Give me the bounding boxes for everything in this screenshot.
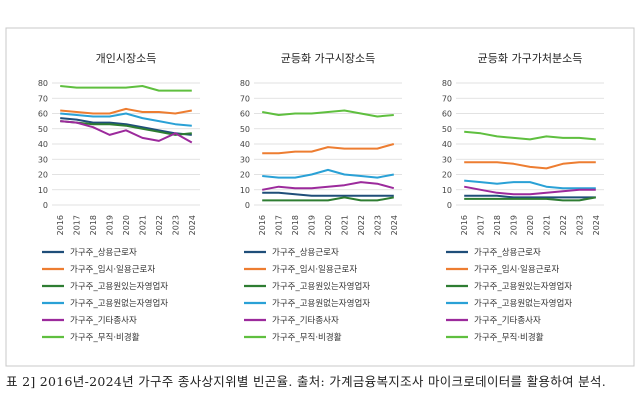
- series-line: [464, 130, 596, 141]
- y-tick-label: 50: [442, 125, 452, 134]
- y-tick-label: 30: [240, 155, 250, 164]
- series-line: [60, 85, 192, 92]
- series-line: [60, 120, 193, 144]
- x-tick-label: 2020: [324, 215, 333, 235]
- x-tick-label: 2021: [542, 215, 551, 235]
- y-tick-label: 30: [442, 155, 452, 164]
- chart-panel-3: 균등화 가구가처분소득 0 10 20 30 40 50 60 70 80 2016 2017 2018…: [442, 52, 604, 343]
- series-line: [464, 185, 596, 196]
- legend-label: 가구주_기타종사자: [70, 316, 137, 326]
- x-tick-label: 2018: [89, 215, 98, 235]
- y-tick-label: 10: [442, 186, 452, 195]
- legend-label: 가구주_무직·비경활: [70, 332, 140, 343]
- chart-panels: 개인시장소득 0 10 20 30 40 50 60 70 80 2016 2017 2018 2019 2…: [38, 52, 604, 343]
- x-tick-label: 2023: [373, 215, 382, 235]
- series-line: [262, 196, 394, 202]
- series-line: [464, 194, 596, 199]
- x-tick-label: 2018: [493, 215, 502, 235]
- x-tick-label: 2017: [73, 215, 82, 235]
- series-line: [262, 143, 395, 155]
- y-tick-label: 10: [240, 186, 250, 195]
- y-tick-label: 80: [240, 79, 250, 88]
- x-tick-label: 2022: [155, 215, 164, 235]
- series-line: [60, 112, 192, 127]
- x-tick-label: 2021: [138, 215, 147, 235]
- x-tick-label: 2017: [275, 215, 284, 235]
- y-tick-label: 60: [442, 110, 452, 119]
- x-tick-label: 2019: [510, 215, 519, 235]
- legend-label: 가구주_무직·비경활: [474, 332, 544, 343]
- series-line: [464, 161, 596, 170]
- y-tick-label: 0: [43, 201, 48, 210]
- y-tick-label: 40: [442, 140, 452, 149]
- x-tick-label: 2022: [559, 215, 568, 235]
- x-tick-label: 2016: [258, 215, 267, 235]
- series-line: [262, 181, 395, 191]
- figure-caption: 표 2] 2016년-2024년 가구주 종사상지위별 빈곤율. 출처: 가계금…: [6, 374, 606, 389]
- legend-label: 가구주_기타종사자: [272, 316, 339, 326]
- legend-label: 가구주_임시·일용근로자: [272, 264, 357, 275]
- series-line: [60, 107, 192, 115]
- x-tick-label: 2018: [291, 215, 300, 235]
- series-line: [262, 109, 394, 118]
- y-tick-label: 80: [442, 79, 452, 88]
- legend-label: 가구주_고용원있는자영업자: [474, 281, 572, 292]
- y-tick-label: 10: [38, 186, 48, 195]
- legend-label: 가구주_무직·비경활: [272, 332, 342, 343]
- x-tick-label: 2016: [56, 215, 65, 235]
- y-tick-label: 60: [240, 110, 250, 119]
- y-tick-label: 0: [447, 201, 452, 210]
- x-tick-label: 2020: [122, 215, 131, 235]
- x-tick-label: 2023: [171, 215, 180, 235]
- y-tick-label: 70: [38, 94, 48, 103]
- chart-title: 균등화 가구가처분소득: [478, 52, 583, 65]
- chart-title: 개인시장소득: [96, 52, 157, 65]
- y-tick-label: 30: [38, 155, 48, 164]
- legend-label: 가구주_기타종사자: [474, 316, 541, 326]
- y-tick-label: 40: [240, 140, 250, 149]
- y-tick-label: 20: [38, 171, 48, 180]
- legend-label: 가구주_상용근로자: [70, 247, 137, 258]
- y-tick-label: 60: [38, 110, 48, 119]
- y-tick-label: 0: [245, 201, 250, 210]
- series-line: [464, 179, 596, 190]
- series-line: [60, 117, 192, 136]
- series-line: [464, 196, 596, 202]
- x-tick-label: 2024: [592, 215, 601, 235]
- y-tick-label: 50: [240, 125, 250, 134]
- legend-label: 가구주_고용원없는자영업자: [272, 298, 370, 309]
- y-tick-label: 20: [240, 171, 250, 180]
- x-tick-label: 2024: [188, 215, 197, 235]
- series-line: [262, 191, 394, 197]
- y-tick-label: 50: [38, 125, 48, 134]
- legend-label: 가구주_상용근로자: [272, 247, 339, 258]
- x-tick-label: 2021: [340, 215, 349, 235]
- legend-label: 가구주_고용원있는자영업자: [272, 281, 370, 292]
- x-tick-label: 2024: [390, 215, 399, 235]
- x-tick-label: 2019: [308, 215, 317, 235]
- legend-label: 가구주_임시·일용근로자: [70, 264, 155, 275]
- y-tick-label: 70: [442, 94, 452, 103]
- chart-panel-1: 개인시장소득 0 10 20 30 40 50 60 70 80 2016 2017 2018 2019 2…: [38, 52, 200, 343]
- y-tick-label: 80: [38, 79, 48, 88]
- legend-label: 가구주_고용원없는자영업자: [70, 298, 168, 309]
- legend-label: 가구주_고용원있는자영업자: [70, 281, 168, 292]
- y-tick-label: 20: [442, 171, 452, 180]
- x-tick-label: 2017: [477, 215, 486, 235]
- legend-label: 가구주_임시·일용근로자: [474, 264, 559, 275]
- y-tick-label: 40: [38, 140, 48, 149]
- x-tick-label: 2019: [106, 215, 115, 235]
- x-tick-label: 2022: [357, 215, 366, 235]
- x-tick-label: 2020: [526, 215, 535, 235]
- legend-label: 가구주_상용근로자: [474, 247, 541, 258]
- series-line: [262, 168, 394, 179]
- legend-label: 가구주_고용원없는자영업자: [474, 298, 572, 309]
- chart-title: 균등화 가구시장소득: [281, 52, 376, 65]
- chart-panel-2: 균등화 가구시장소득 0 10 20 30 40 50 60 70 80 2016 2017 2018 2…: [240, 52, 402, 343]
- x-tick-label: 2016: [460, 215, 469, 235]
- y-tick-label: 70: [240, 94, 250, 103]
- x-tick-label: 2023: [575, 215, 584, 235]
